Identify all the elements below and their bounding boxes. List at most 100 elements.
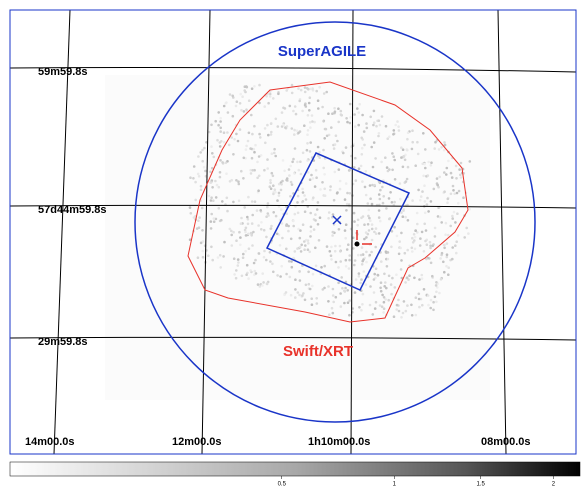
noise-dot bbox=[298, 100, 301, 103]
noise-dot bbox=[399, 198, 402, 201]
noise-dot bbox=[363, 270, 366, 273]
noise-dot bbox=[204, 170, 207, 173]
noise-dot bbox=[435, 284, 438, 287]
noise-dot bbox=[378, 119, 381, 122]
noise-dot bbox=[406, 249, 409, 252]
noise-dot bbox=[423, 184, 426, 187]
noise-dot bbox=[373, 231, 376, 234]
noise-dot bbox=[247, 233, 250, 236]
noise-dot bbox=[306, 159, 309, 162]
noise-dot bbox=[226, 210, 229, 213]
noise-dot bbox=[369, 197, 372, 200]
noise-dot bbox=[348, 259, 351, 262]
noise-dot bbox=[270, 133, 273, 136]
noise-dot bbox=[270, 131, 273, 134]
noise-dot bbox=[416, 212, 419, 215]
noise-dot bbox=[334, 171, 337, 174]
noise-dot bbox=[301, 188, 304, 191]
noise-dot bbox=[373, 110, 376, 113]
noise-dot bbox=[412, 241, 415, 244]
noise-dot bbox=[392, 133, 395, 136]
noise-dot bbox=[299, 229, 302, 232]
noise-dot bbox=[200, 242, 203, 245]
noise-dot bbox=[254, 200, 257, 203]
noise-dot bbox=[253, 262, 256, 265]
noise-dot bbox=[364, 186, 367, 189]
noise-dot bbox=[427, 304, 430, 307]
noise-dot bbox=[430, 299, 433, 302]
noise-dot bbox=[382, 202, 385, 205]
noise-dot bbox=[384, 298, 387, 301]
noise-dot bbox=[235, 277, 238, 280]
noise-dot bbox=[360, 309, 363, 312]
noise-dot bbox=[386, 265, 389, 268]
noise-dot bbox=[226, 197, 229, 200]
noise-dot bbox=[391, 152, 394, 155]
noise-dot bbox=[365, 170, 368, 173]
noise-dot bbox=[358, 272, 361, 275]
noise-dot bbox=[346, 289, 349, 292]
noise-dot bbox=[349, 116, 352, 119]
noise-dot bbox=[246, 86, 249, 89]
noise-dot bbox=[406, 304, 409, 307]
noise-dot bbox=[251, 87, 254, 90]
noise-dot bbox=[457, 234, 460, 237]
noise-dot bbox=[300, 250, 303, 253]
noise-dot bbox=[322, 167, 325, 170]
noise-dot bbox=[252, 231, 255, 234]
noise-dot bbox=[227, 111, 230, 114]
noise-dot bbox=[455, 240, 458, 243]
noise-dot bbox=[445, 173, 448, 176]
noise-dot bbox=[259, 136, 262, 139]
noise-dot bbox=[318, 239, 321, 242]
noise-dot bbox=[307, 271, 310, 274]
noise-dot bbox=[263, 256, 266, 259]
noise-dot bbox=[304, 210, 307, 213]
noise-dot bbox=[203, 147, 206, 150]
noise-dot bbox=[301, 294, 304, 297]
noise-dot bbox=[423, 288, 426, 291]
colorbar-tick-label: 1 bbox=[393, 482, 397, 488]
noise-dot bbox=[372, 313, 375, 316]
noise-dot bbox=[299, 246, 302, 249]
noise-dot bbox=[233, 138, 236, 141]
noise-dot bbox=[445, 222, 448, 225]
noise-dot bbox=[346, 192, 349, 195]
noise-dot bbox=[345, 259, 348, 262]
noise-dot bbox=[310, 174, 313, 177]
noise-dot bbox=[380, 260, 383, 263]
noise-dot bbox=[357, 124, 360, 127]
noise-dot bbox=[253, 85, 256, 88]
noise-dot bbox=[274, 191, 277, 194]
noise-dot bbox=[389, 191, 392, 194]
noise-dot bbox=[329, 185, 332, 188]
noise-dot bbox=[193, 165, 196, 168]
noise-dot bbox=[226, 160, 229, 163]
noise-dot bbox=[344, 237, 347, 240]
noise-dot bbox=[359, 282, 362, 285]
noise-dot bbox=[463, 236, 466, 239]
noise-dot bbox=[383, 307, 386, 310]
noise-dot bbox=[354, 291, 357, 294]
noise-dot bbox=[241, 95, 244, 98]
noise-dot bbox=[432, 309, 435, 312]
noise-dot bbox=[404, 159, 407, 162]
noise-dot bbox=[384, 156, 387, 159]
noise-dot bbox=[281, 237, 284, 240]
noise-dot bbox=[381, 115, 384, 118]
noise-dot bbox=[269, 95, 272, 98]
noise-dot bbox=[380, 161, 383, 164]
noise-dot bbox=[240, 109, 243, 112]
noise-dot bbox=[239, 236, 242, 239]
noise-dot bbox=[457, 202, 460, 205]
noise-dot bbox=[254, 270, 257, 273]
noise-dot bbox=[446, 253, 449, 256]
noise-dot bbox=[339, 180, 342, 183]
noise-dot bbox=[427, 294, 430, 297]
noise-dot bbox=[261, 284, 264, 287]
noise-dot bbox=[419, 237, 422, 240]
noise-dot bbox=[334, 250, 337, 253]
noise-dot bbox=[219, 254, 222, 257]
noise-dot bbox=[266, 124, 269, 127]
noise-dot bbox=[278, 194, 281, 197]
